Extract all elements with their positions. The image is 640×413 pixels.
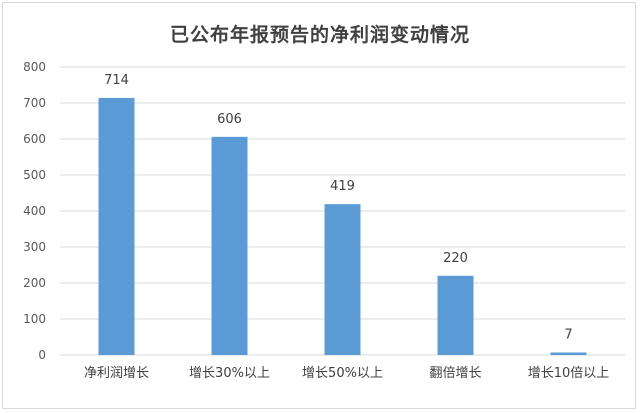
bar xyxy=(324,204,361,355)
y-tick-label: 500 xyxy=(23,168,46,182)
y-tick-label: 300 xyxy=(23,240,46,254)
x-category-label: 净利润增长 xyxy=(84,366,149,381)
y-axis-ticks: 0 100 200 300 400 500 600 700 800 xyxy=(23,60,46,362)
bar xyxy=(437,275,474,355)
y-tick-label: 400 xyxy=(23,204,46,218)
bar xyxy=(98,97,135,356)
y-tick-label: 0 xyxy=(38,348,46,362)
y-tick-label: 100 xyxy=(23,312,46,326)
data-label: 7 xyxy=(564,327,572,342)
x-category-label: 翻倍增长 xyxy=(429,366,481,381)
data-label: 419 xyxy=(330,179,355,194)
x-category-label: 增长50%以上 xyxy=(302,366,383,381)
bar xyxy=(550,352,587,355)
y-tick-label: 600 xyxy=(23,132,46,146)
x-axis-categories: 净利润增长 增长30%以上 增长50%以上 翻倍增长 增长10倍以上 xyxy=(84,366,609,381)
data-label: 606 xyxy=(217,112,242,127)
x-category-label: 增长10倍以上 xyxy=(528,366,610,381)
x-category-label: 增长30%以上 xyxy=(189,366,270,381)
y-tick-label: 200 xyxy=(23,276,46,290)
data-label: 714 xyxy=(104,73,129,88)
y-tick-label: 800 xyxy=(23,60,46,74)
data-label: 220 xyxy=(443,251,468,266)
bar xyxy=(211,136,248,355)
y-tick-label: 700 xyxy=(23,96,46,110)
chart-title: 已公布年报预告的净利润变动情况 xyxy=(169,24,470,46)
data-labels: 714 606 419 220 7 xyxy=(104,73,573,343)
bars xyxy=(98,97,587,356)
